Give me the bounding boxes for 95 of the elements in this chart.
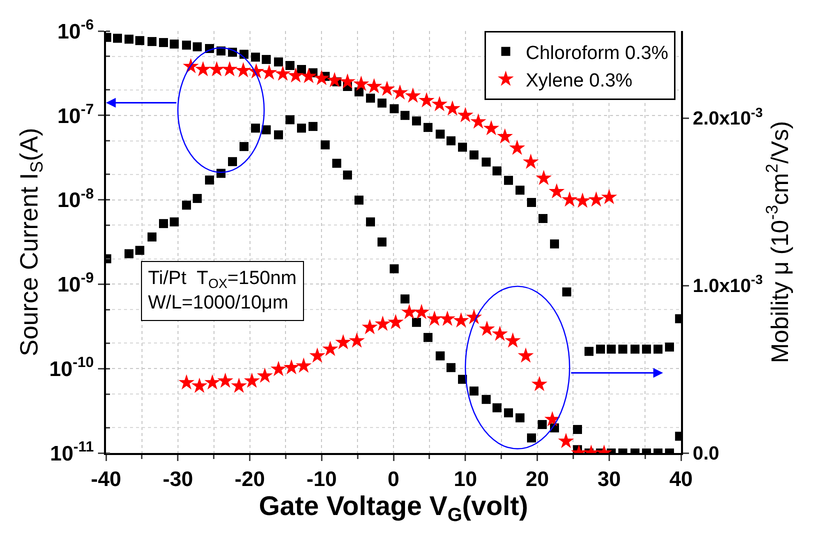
point (366, 94, 375, 103)
y-tick-label: 10$^{-10}$ (49, 355, 94, 381)
point (574, 192, 591, 208)
point (195, 61, 212, 76)
point (235, 62, 252, 78)
point (665, 342, 674, 352)
point (458, 142, 467, 152)
x-tick-label: -20 (234, 468, 265, 492)
point (483, 120, 500, 136)
x-tick-label: -10 (306, 468, 337, 492)
x-axis-title: Gate Voltage V$_{G}$(volt) (258, 491, 528, 526)
point (596, 344, 605, 354)
point (548, 183, 565, 198)
x-tick-label: 0 (388, 468, 400, 492)
y-tick-label: 10$^{-6}$ (57, 18, 94, 44)
point (432, 96, 448, 112)
point (642, 344, 651, 354)
point (148, 37, 156, 46)
point (424, 122, 432, 132)
point (444, 100, 460, 116)
point (274, 57, 283, 66)
point (562, 287, 572, 296)
y-tick-label: 10$^{-7}$ (57, 102, 94, 128)
point (340, 73, 356, 89)
point (588, 191, 604, 207)
point (584, 346, 594, 356)
x-tick-label: 30 (597, 468, 621, 492)
x-tick-label: 20 (526, 468, 549, 492)
point (601, 188, 618, 204)
point (366, 78, 382, 94)
point (288, 67, 304, 83)
point (378, 98, 386, 108)
annotation: W/L=1000/10μm (148, 292, 288, 314)
legend-label: Xylene 0.3% (526, 70, 633, 92)
point (522, 154, 539, 169)
point (390, 104, 399, 114)
legend-label: Chloroform 0.3% (526, 42, 668, 64)
point (274, 66, 291, 81)
point (286, 61, 294, 70)
point (412, 116, 421, 126)
point (550, 239, 559, 248)
point (482, 158, 491, 167)
point (222, 61, 238, 76)
point (630, 344, 640, 354)
point (314, 70, 330, 86)
point (527, 198, 536, 207)
point (297, 64, 306, 74)
x-tick-label: -40 (90, 468, 122, 492)
point (182, 40, 191, 50)
point (538, 214, 548, 224)
y2-tick-label: 2.0x10$^{-3}$ (692, 104, 763, 130)
point (326, 72, 343, 88)
point (400, 110, 410, 120)
point (457, 107, 474, 122)
y2-tick-label: 0.0 (692, 444, 720, 465)
y-tick-label: 10$^{-11}$ (50, 440, 94, 466)
x-tick-label: 40 (669, 468, 693, 492)
point (654, 344, 662, 354)
point (504, 176, 513, 185)
point (562, 191, 578, 207)
annotation: Ti/Pt T$_{OX}$=150nm (148, 268, 297, 291)
point (492, 166, 502, 176)
point (208, 61, 225, 76)
y-tick-label: 10$^{-8}$ (57, 186, 94, 212)
y2-tick-label: 1.0x10$^{-3}$ (692, 272, 763, 298)
point (159, 38, 168, 48)
point (124, 34, 134, 44)
point (446, 136, 456, 146)
point (436, 130, 445, 139)
point (192, 42, 202, 52)
point (618, 344, 628, 354)
x-tick-label: 10 (454, 468, 478, 492)
point (470, 150, 478, 160)
point (470, 113, 486, 129)
point (606, 344, 616, 354)
point (262, 54, 271, 64)
point (516, 186, 524, 195)
point (418, 92, 435, 108)
point (536, 170, 552, 186)
point (509, 140, 526, 155)
point (135, 36, 144, 46)
point (113, 34, 122, 43)
point (354, 87, 364, 96)
point (573, 424, 582, 434)
point (353, 76, 370, 91)
point (300, 68, 317, 84)
point (251, 52, 260, 62)
point (379, 80, 396, 96)
x-tick-label: -30 (162, 468, 194, 492)
point (392, 84, 408, 100)
point (170, 40, 179, 49)
y-tick-label: 10$^{-9}$ (57, 270, 94, 297)
point (496, 128, 513, 144)
point (261, 64, 278, 80)
point (404, 88, 421, 103)
